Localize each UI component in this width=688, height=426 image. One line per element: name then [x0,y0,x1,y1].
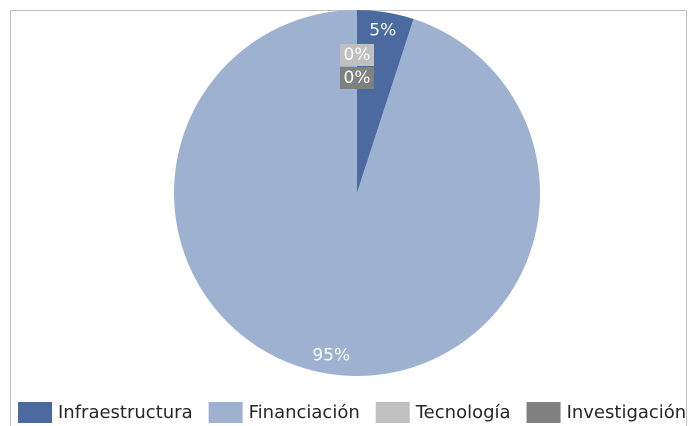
pie-slice [173,10,541,377]
legend-swatch [18,402,52,423]
data-label: 0% [344,45,371,65]
legend-label: Tecnología [415,402,511,423]
data-label: 5% [369,20,396,40]
data-label: 95% [312,346,350,366]
data-label-box [340,44,374,66]
legend-label: Investigación [567,402,687,423]
legend-label: Financiación [249,402,360,423]
legend-swatch [526,402,561,423]
legend-label: Infraestructura [58,402,193,423]
data-label: 0% [344,68,371,88]
data-label-box [340,67,374,89]
legend-swatch [208,402,243,423]
legend-swatch [375,402,410,423]
